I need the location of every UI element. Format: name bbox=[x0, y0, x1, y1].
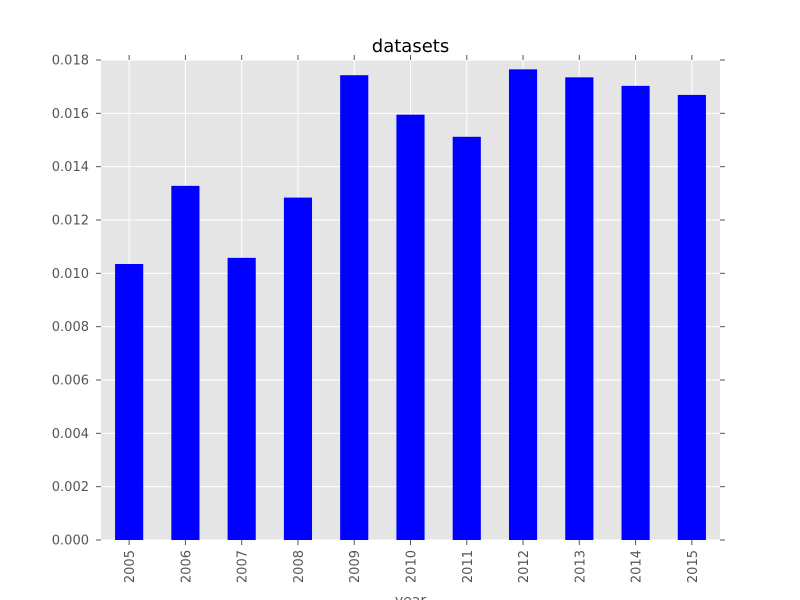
x-tick-label: 2013 bbox=[573, 550, 588, 583]
bar-2005 bbox=[115, 264, 144, 540]
y-tick-label: 0.006 bbox=[52, 374, 89, 389]
y-tick-label: 0.012 bbox=[52, 214, 89, 229]
bar-2006 bbox=[171, 185, 200, 540]
x-tick-label: 2014 bbox=[630, 550, 645, 583]
bar-2008 bbox=[283, 197, 313, 540]
y-tick-label: 0.008 bbox=[52, 320, 89, 335]
bar-2014 bbox=[621, 85, 650, 540]
x-tick-label: 2012 bbox=[517, 550, 532, 583]
y-axis-ticks: 0.000 0.002 0.004 0.006 0.008 0.010 0.012 0.014… bbox=[52, 54, 725, 549]
y-tick-label: 0.018 bbox=[52, 54, 89, 69]
x-tick-label: 2006 bbox=[179, 550, 194, 583]
bar-2015 bbox=[677, 94, 706, 540]
x-tick-label: 2009 bbox=[348, 550, 363, 583]
x-tick-label: 2011 bbox=[461, 550, 476, 583]
bar-2007 bbox=[227, 257, 256, 540]
bar-2011 bbox=[452, 136, 481, 541]
y-tick-label: 0.002 bbox=[52, 480, 89, 495]
x-axis-label: year bbox=[395, 593, 426, 600]
y-tick-label: 0.000 bbox=[52, 534, 89, 549]
x-tick-label: 2007 bbox=[236, 550, 251, 583]
bar-2010 bbox=[396, 114, 425, 541]
y-tick-label: 0.014 bbox=[52, 160, 89, 175]
chart-title: datasets bbox=[372, 36, 449, 57]
bars bbox=[115, 69, 706, 541]
bar-2012 bbox=[508, 69, 538, 540]
x-tick-label: 2005 bbox=[123, 550, 138, 583]
bar-2009 bbox=[340, 75, 369, 540]
y-tick-label: 0.010 bbox=[52, 267, 89, 282]
y-tick-label: 0.004 bbox=[52, 427, 89, 442]
y-tick-label: 0.016 bbox=[52, 107, 89, 122]
x-axis-ticks: 2005 2006 2007 2008 2009 2010 2011 2012 2013 2014… bbox=[123, 55, 701, 583]
x-tick-label: 2008 bbox=[292, 550, 307, 583]
x-tick-label: 2010 bbox=[405, 550, 420, 583]
bar-2013 bbox=[565, 77, 594, 540]
x-tick-label: 2015 bbox=[686, 550, 701, 583]
